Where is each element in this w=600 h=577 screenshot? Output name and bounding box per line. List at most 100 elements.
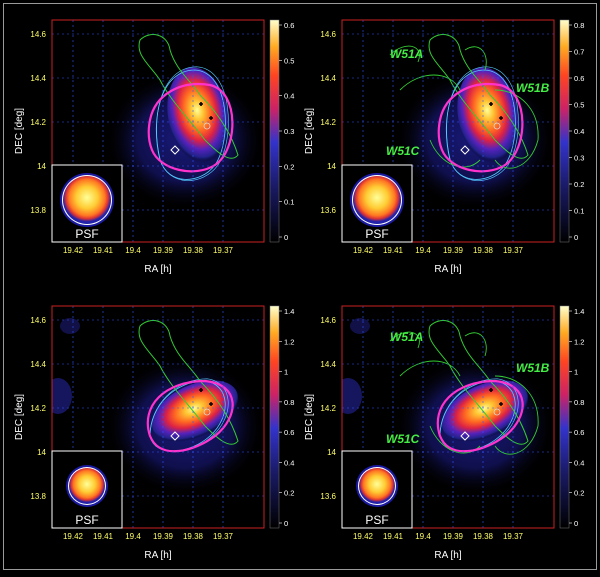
colorbar-label: 0.6 — [284, 428, 294, 437]
ra-tick-label: 19.4 — [125, 246, 141, 255]
ra-tick-label: 19.37 — [503, 532, 524, 541]
colorbar-label: 1 — [574, 368, 578, 377]
ra-tick-label: 19.4 — [415, 246, 431, 255]
figure-svg: 19.42 19.41 19.4 19.39 19.38 19.37 14.6 14.4 14.… — [304, 305, 584, 561]
dec-tick-label: 14.4 — [30, 360, 46, 369]
colorbar-label: 0.4 — [574, 458, 584, 467]
emission-blob — [457, 67, 519, 163]
plot-frame — [51, 305, 265, 529]
region-label-w51a: W51A — [390, 47, 423, 61]
emission-blob — [167, 67, 229, 163]
colorbar-label: 0.1 — [574, 207, 584, 216]
colorbar — [559, 305, 570, 529]
dec-tick-label: 13.6 — [320, 206, 336, 215]
green-contour — [138, 320, 239, 445]
emission-spot — [350, 318, 370, 334]
magenta-ring — [437, 82, 524, 173]
ra-tick-label: 19.4 — [125, 532, 141, 541]
figure-svg: 19.42 19.41 19.4 19.39 19.38 19.37 14.6 14.4 14.… — [304, 19, 584, 275]
green-contour — [389, 45, 539, 169]
ra-tick-label: 19.4 — [415, 532, 431, 541]
colorbar-label: 1 — [284, 368, 288, 377]
dec-tick-label: 14.4 — [320, 74, 336, 83]
ra-tick-label: 19.41 — [93, 532, 114, 541]
panel-bottom-right: 19.42 19.41 19.4 19.39 19.38 19.37 14.6 14.4 14.… — [290, 286, 590, 572]
psf-disk — [353, 176, 401, 224]
magenta-ring — [146, 379, 234, 453]
colorbar-label: 0.5 — [574, 101, 584, 110]
colorbar-label: 0 — [284, 233, 288, 242]
dec-tick-label: 14.6 — [30, 30, 46, 39]
circle-marker — [493, 408, 501, 416]
dec-tick-label: 14.2 — [30, 404, 46, 413]
colorbar-label: 0 — [574, 519, 578, 528]
dec-tick-label: 14 — [327, 162, 336, 171]
emission-blob — [441, 380, 529, 442]
dec-tick-label: 13.8 — [30, 206, 46, 215]
psf-label: PSF — [365, 227, 388, 241]
panel-bottom-left: 19.42 19.41 19.4 19.39 19.38 19.37 14.6 14.4 14.… — [0, 286, 300, 572]
ra-tick-label: 19.38 — [183, 532, 204, 541]
emission-spot — [60, 318, 80, 334]
figure-svg: 19.42 19.41 19.4 19.39 19.38 19.37 14.6 14.4 14.… — [14, 19, 294, 275]
colorbar-label: 0 — [574, 233, 578, 242]
cross-marker — [209, 402, 213, 406]
colorbar-label: 0.4 — [574, 127, 584, 136]
cross-marker — [199, 102, 203, 106]
colorbar-label: 0.6 — [574, 74, 584, 83]
ra-tick-label: 19.42 — [353, 532, 374, 541]
ra-tick-label: 19.37 — [213, 246, 234, 255]
colorbar — [269, 305, 280, 529]
colorbar — [269, 19, 280, 243]
dec-tick-label: 14.2 — [30, 118, 46, 127]
ra-tick-label: 19.41 — [93, 246, 114, 255]
dec-tick-label: 14.2 — [320, 404, 336, 413]
psf-label: PSF — [75, 513, 98, 527]
cross-marker — [489, 102, 493, 106]
colorbar-label: 0.8 — [284, 398, 294, 407]
circle-marker — [493, 122, 501, 130]
plot-frame — [341, 305, 555, 529]
x-axis-label: RA [h] — [434, 550, 461, 561]
dec-tick-label: 13.8 — [30, 492, 46, 501]
colorbar-label: 0.4 — [284, 458, 294, 467]
region-label-w51b: W51B — [516, 81, 550, 95]
colorbar-label: 1.2 — [284, 337, 294, 346]
ra-tick-label: 19.42 — [63, 532, 84, 541]
ra-tick-label: 19.41 — [383, 246, 404, 255]
colorbar-label: 0 — [284, 519, 288, 528]
dec-tick-label: 14 — [37, 162, 46, 171]
colorbar-label: 0.2 — [574, 180, 584, 189]
circle-marker — [203, 122, 211, 130]
ra-tick-label: 19.42 — [353, 246, 374, 255]
colorbar-label: 0.8 — [574, 21, 584, 30]
dec-tick-label: 14.2 — [320, 118, 336, 127]
psf-disk — [69, 468, 105, 504]
colorbar-label: 1.4 — [284, 307, 294, 316]
colorbar-label: 0.7 — [574, 48, 584, 57]
y-axis-label: DEC [deg] — [14, 108, 25, 154]
dec-tick-label: 14 — [37, 448, 46, 457]
dec-tick-label: 14.6 — [30, 316, 46, 325]
ra-tick-label: 19.38 — [473, 532, 494, 541]
figure-svg: 19.42 19.41 19.4 19.39 19.38 19.37 14.6 14.4 14.… — [14, 305, 294, 561]
colorbar — [559, 19, 570, 243]
dec-tick-label: 14.6 — [320, 30, 336, 39]
colorbar-label: 0.5 — [284, 56, 294, 65]
colorbar-label: 0.6 — [574, 428, 584, 437]
cross-marker — [499, 402, 503, 406]
cross-marker — [499, 116, 503, 120]
green-contour — [138, 34, 239, 159]
colorbar-label: 1.2 — [574, 337, 584, 346]
ra-tick-label: 19.38 — [473, 246, 494, 255]
panel-top-left: 19.42 19.41 19.4 19.39 19.38 19.37 14.6 14.4 14.… — [0, 0, 300, 286]
emission-blob — [151, 380, 239, 442]
region-label-w51c: W51C — [386, 432, 420, 446]
ra-tick-label: 19.42 — [63, 246, 84, 255]
x-axis-label: RA [h] — [434, 264, 461, 275]
y-axis-label: DEC [deg] — [14, 394, 25, 440]
psf-disk — [63, 176, 111, 224]
psf-label: PSF — [75, 227, 98, 241]
plot-frame — [341, 19, 555, 243]
region-label-w51b: W51B — [516, 361, 550, 375]
